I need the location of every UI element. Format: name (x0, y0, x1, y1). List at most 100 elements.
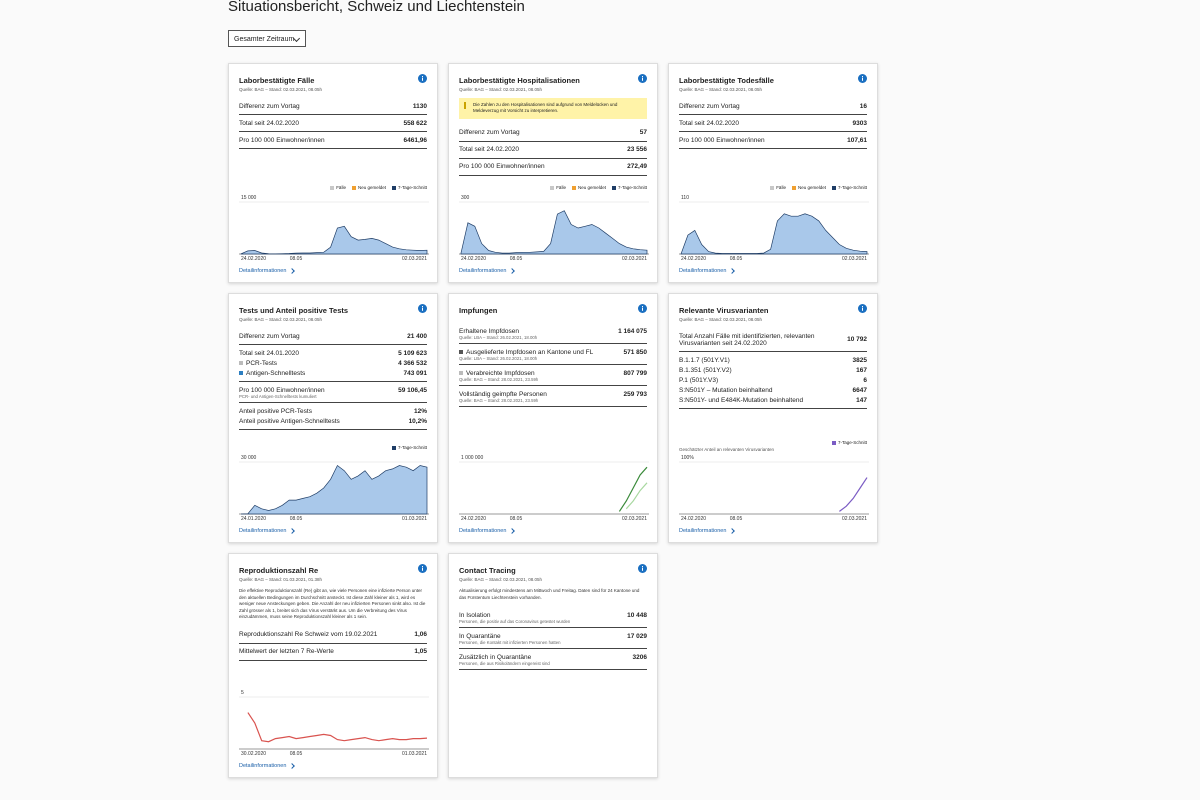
x-tick-label: 24.02.2020 (681, 256, 706, 262)
stat-label-wrap: Antigen-Schnelltests (239, 370, 305, 377)
x-tick-label: 24.01.2020 (241, 516, 266, 522)
stat-label: Ausgelieferte Impfdosen an Kantone und F… (466, 348, 594, 356)
detail-link[interactable]: Detailinformationen (679, 268, 867, 274)
legend: Fälle Neu gemeldet 7-Tage-Schnitt (459, 185, 647, 190)
detail-link[interactable]: Detailinformationen (459, 528, 647, 534)
detail-link[interactable]: Detailinformationen (459, 268, 647, 274)
row-group: Verabreichte Impfdosen 807 799 Quelle: BAG… (459, 365, 647, 386)
row-group: Differenz zum Vortag 1130 (239, 98, 427, 115)
info-icon[interactable] (638, 564, 647, 573)
info-dot (642, 306, 643, 307)
stat-note: Quelle: BAG – Stand: 28.02.2021, 23.59h (459, 398, 539, 403)
stat-row: Verabreichte Impfdosen 807 799 (459, 368, 647, 378)
info-icon[interactable] (858, 304, 867, 313)
stat-row: Total seit 24.02.2020 23 556 (459, 145, 647, 155)
stat-value: 6 (863, 376, 867, 384)
line (618, 466, 648, 512)
stat-label-wrap: Anteil positive PCR-Tests (239, 408, 312, 415)
stat-label-wrap: Pro 100 000 Einwohner/innen (239, 387, 325, 394)
mini-chart: 110 24.02.2020 08.05 02.03.2021 (679, 195, 869, 262)
mini-chart: 15 000 24.02.2020 08.05 02.03.2021 (239, 195, 429, 262)
info-glyph (862, 307, 863, 311)
stat-row: Pro 100 000 Einwohner/innen 6461,96 (239, 135, 427, 145)
card: Relevante Virusvarianten Quelle: BAG – St… (668, 293, 878, 543)
stat-note: Quelle: BAG – Stand: 28.02.2021, 23.59h (459, 377, 539, 382)
row-group: Total seit 24.02.2020 9303 (679, 115, 867, 132)
legend-label: 7-Tage-Schnitt (397, 445, 427, 450)
legend-marker (459, 370, 463, 375)
legend-label: 7-Tage-Schnitt (617, 185, 647, 190)
row-group: Differenz zum Vortag 16 (679, 98, 867, 115)
stat-row: Total seit 24.02.2020 9303 (679, 118, 867, 128)
legend-swatch (611, 185, 616, 190)
stat-label-wrap: Total seit 24.02.2020 (459, 146, 519, 153)
row-group: Total Anzahl Fälle mit identifizierten, … (679, 328, 867, 352)
stat-label: In Quarantäne (459, 632, 501, 640)
info-icon[interactable] (858, 74, 867, 83)
x-tick-label: 24.02.2020 (241, 256, 266, 262)
detail-link[interactable]: Detailinformationen (239, 268, 427, 274)
line (625, 482, 648, 510)
stat-label: Total seit 24.02.2020 (679, 119, 739, 127)
legend-marker (239, 360, 243, 365)
stat-label: Erhaltene Impfdosen (459, 327, 519, 335)
stat-label: Vollständig geimpfte Personen (459, 390, 547, 398)
stat-row: P.1 (501Y.V3) 6 (679, 375, 867, 385)
x-tick-label: 02.03.2021 (622, 256, 647, 262)
stat-label-wrap: S:N501Y – Mutation beinhaltend (679, 387, 772, 394)
x-tick-label: 30.02.2020 (241, 751, 266, 757)
stat-row: Differenz zum Vortag 1130 (239, 101, 427, 111)
card-title: Tests und Anteil positive Tests (239, 306, 349, 315)
intro-text: Die effektive Reproduktionszahl (Re) gib… (239, 588, 426, 620)
y-tick-label: 5 (241, 690, 244, 696)
card: Laborbestätigte Todesfälle Quelle: BAG – … (668, 63, 878, 283)
info-glyph (422, 567, 423, 571)
info-icon[interactable] (418, 304, 427, 313)
stat-label-wrap: Differenz zum Vortag (239, 333, 300, 340)
row-group: Differenz zum Vortag 57 (459, 125, 647, 142)
stat-row: In Isolation 10 448 (459, 610, 647, 620)
stat-label-wrap: Pro 100 000 Einwohner/innen (239, 137, 325, 144)
info-icon[interactable] (638, 304, 647, 313)
card-title: Contact Tracing (459, 566, 516, 575)
info-dot (422, 306, 423, 307)
line (839, 477, 868, 512)
area (460, 210, 648, 255)
stat-note: PCR- und Antigen-Schnelltests kumuliert (239, 394, 317, 399)
row-group: In Isolation 10 448 Personen, die positiv … (459, 607, 647, 629)
stat-value: 1,05 (414, 648, 427, 656)
stat-label: Verabreichte Impfdosen (466, 369, 535, 377)
x-tick-label: 08.05 (510, 256, 523, 262)
info-dot (862, 76, 863, 77)
info-icon[interactable] (638, 74, 647, 83)
detail-link[interactable]: Detailinformationen (239, 528, 427, 534)
legend-marker (239, 370, 243, 375)
stat-row: Erhaltene Impfdosen 1 164 075 (459, 326, 647, 336)
stat-row: Total Anzahl Fälle mit identifizierten, … (679, 331, 867, 348)
notice: Die Zahlen zu den Hospitalisationen sind… (459, 98, 647, 119)
mini-chart: 100% 24.02.2020 08.05 02.03.2021 (679, 455, 869, 522)
detail-link[interactable]: Detailinformationen (679, 528, 867, 534)
stat-label: PCR-Tests (246, 359, 278, 367)
spacer (239, 149, 427, 185)
x-tick-label: 01.03.2021 (402, 516, 427, 522)
info-icon[interactable] (418, 564, 427, 573)
card: Tests und Anteil positive Tests Quelle: B… (228, 293, 438, 543)
stat-label-wrap: Pro 100 000 Einwohner/innen (679, 137, 765, 144)
period-dropdown[interactable]: Gesamter Zeitraum (228, 30, 306, 47)
detail-link[interactable]: Detailinformationen (239, 763, 427, 769)
area (240, 225, 428, 255)
y-tick-label: 110 (681, 195, 689, 201)
info-icon[interactable] (418, 74, 427, 83)
row-group: Pro 100 000 Einwohner/innen 59 106,45 PCR-… (239, 382, 427, 403)
mini-chart: 1 000 000 24.02.2020 08.05 02.03.2021 (459, 455, 649, 522)
info-dot (642, 76, 643, 77)
x-tick-label: 24.02.2020 (461, 516, 486, 522)
stat-label: Pro 100 000 Einwohner/innen (679, 136, 765, 144)
stat-value: 1,06 (414, 631, 427, 639)
stat-label: Pro 100 000 Einwohner/innen (239, 136, 325, 144)
mini-chart: 30 000 24.01.2020 08.05 01.03.2021 (239, 455, 429, 522)
stat-row: Differenz zum Vortag 16 (679, 101, 867, 111)
legend-swatch (391, 445, 396, 450)
